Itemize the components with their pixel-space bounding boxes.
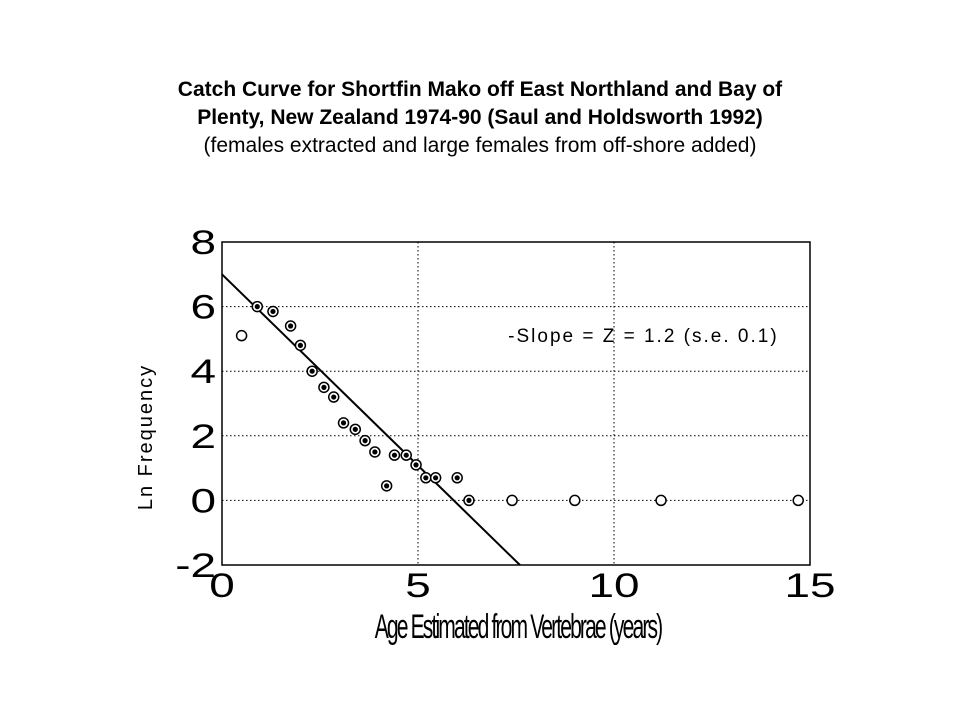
data-point-filled-core [454,475,460,481]
data-point-open [506,494,518,507]
y-tick-label: 0 [190,481,216,520]
data-point-filled-core [433,475,439,481]
slope-annotation: -Slope = Z = 1.2 (s.e. 0.1) [508,326,779,347]
data-point-open [235,329,248,342]
regression-line [222,273,521,565]
data-point-filled-core [372,449,378,455]
data-point-filled-core [352,426,358,432]
data-point-filled-core [403,452,409,458]
data-point-filled-core [331,394,337,400]
data-point-filled-core [413,462,419,468]
data-point-open [792,494,804,507]
data-point-filled-core [288,323,294,329]
data-point-filled-core [309,368,315,374]
data-point-filled-core [362,438,368,444]
data-point-filled-core [466,497,472,503]
y-tick-label: 4 [190,352,216,391]
x-tick-label: 15 [784,566,835,605]
chart-title-line-1: Catch Curve for Shortfin Mako off East N… [177,78,783,101]
y-tick-label: 6 [190,287,216,326]
chart-title-line-2: Plenty, New Zealand 1974-90 (Saul and Ho… [197,106,763,129]
data-point-filled-core [321,384,327,390]
x-tick-label: 0 [209,566,235,605]
x-tick-label: 10 [588,566,639,605]
chart-title-block: Catch Curve for Shortfin Mako off East N… [0,76,960,160]
data-point-filled-core [391,452,398,458]
data-point-open [569,494,581,507]
data-point-filled-core [254,304,260,310]
data-point-filled-core [384,483,390,489]
x-axis-label: Age Estimated from Vertebrae (years) [375,607,662,645]
data-point-filled-core [340,420,347,426]
data-point-open [655,494,667,507]
data-point-filled-core [423,475,429,481]
data-point-filled-core [297,342,303,348]
chart-subtitle: (females extracted and large females fro… [203,134,757,157]
y-tick-label: 8 [190,223,216,262]
data-point-filled-core [270,308,276,315]
y-axis-label: Ln Frequency [135,364,157,510]
y-tick-label: -2 [175,546,216,585]
x-tick-label: 5 [405,566,431,605]
plot-frame [221,241,811,566]
y-tick-label: 2 [190,417,216,456]
